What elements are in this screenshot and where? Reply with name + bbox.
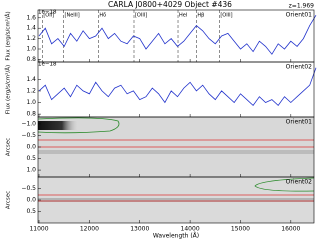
spectrum-line: [38, 14, 317, 55]
emission-line-label: [OIII]: [220, 13, 232, 19]
emission-line-label: [OII]: [43, 13, 54, 19]
y-tick-label: 1.0: [26, 167, 36, 174]
y-tick-label: 0.5: [26, 155, 36, 162]
y-tick-label: −0.5: [21, 185, 36, 192]
panel-label: Orient02: [286, 179, 313, 186]
y-tick-label: −1.0: [21, 120, 36, 127]
x-tick-label: 12000: [80, 226, 99, 233]
redshift: z=1.969: [289, 3, 315, 10]
x-tick-label: 11000: [29, 226, 48, 233]
chart-title: CARLA J0800+4029 Object #436: [108, 0, 232, 9]
panel-label: Orient01: [286, 12, 313, 19]
y-axis-label: Arcsec: [6, 191, 12, 209]
image-band: [38, 150, 314, 154]
x-tick-label: 13000: [130, 226, 149, 233]
y-tick-label: 1.0: [26, 99, 36, 106]
offset-label: 1e−18: [38, 10, 57, 16]
panel-frame: [37, 61, 315, 118]
y-tick-label: 0.8: [26, 56, 36, 63]
y-axis-label: Flux (erg/s/cm²/Å): [5, 65, 12, 114]
y-tick-label: 1.0: [26, 46, 36, 53]
y-tick-label: 1.4: [26, 25, 36, 32]
y-tick-label: −0.5: [21, 132, 36, 139]
x-axis-label: Wavelength (Å): [153, 233, 199, 240]
image-blob: [38, 121, 118, 130]
contour: [37, 117, 120, 134]
y-tick-label: 0.5: [26, 208, 36, 215]
offset-label: 1e−18: [38, 62, 57, 68]
y-tick-label: 1.2: [26, 35, 36, 42]
emission-line-label: [NeIII]: [65, 13, 80, 19]
y-tick-label: 1.4: [26, 76, 36, 83]
panel-frame: [37, 176, 315, 224]
spectrum-line: [38, 67, 317, 106]
emission-line-label: Hδ: [99, 13, 106, 19]
y-tick-label: 1.6: [26, 14, 36, 21]
y-tick-label: 0.0: [26, 144, 36, 151]
y-tick-label: 1.2: [26, 87, 36, 94]
x-tick-label: 15000: [231, 226, 250, 233]
y-tick-label: 0.0: [26, 197, 36, 204]
panel-label: Orient02: [286, 64, 313, 71]
panel-label: Orient01: [286, 119, 313, 126]
emission-line-label: Hβ: [197, 13, 204, 19]
emission-line-label: [OIII]: [135, 13, 147, 19]
image-band: [38, 198, 314, 202]
x-tick-label: 16000: [281, 226, 300, 233]
x-tick-label: 14000: [181, 226, 200, 233]
contour: [254, 177, 315, 192]
y-axis-label: Flux (erg/s/cm²/Å): [5, 11, 12, 60]
y-axis-label: Arcsec: [6, 138, 12, 156]
emission-line-label: HeI: [179, 13, 187, 19]
y-tick-label: 0.8: [26, 111, 36, 118]
